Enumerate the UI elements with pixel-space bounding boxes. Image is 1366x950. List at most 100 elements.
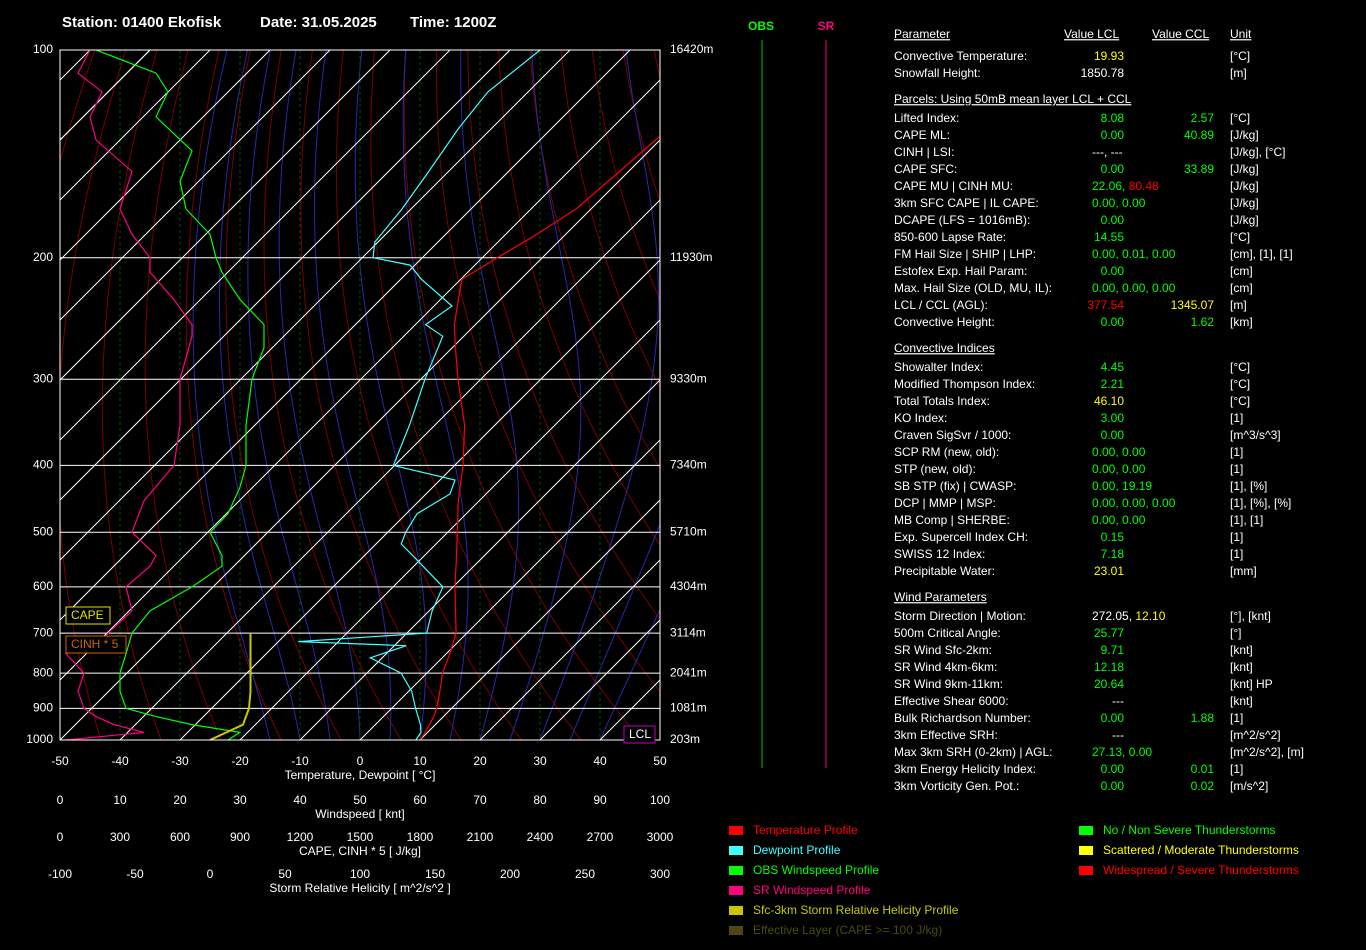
parameter-name: SWISS 12 Index: (894, 547, 985, 561)
parameter-name: DCP | MMP | MSP: (894, 496, 996, 510)
cinh-label: CINH * 5 (71, 637, 119, 651)
moist-adiabat (509, 50, 582, 740)
temperature-tick-label: 20 (473, 754, 487, 768)
value-part: 0.00 (1101, 162, 1125, 176)
parameter-name: Modified Thompson Index: (894, 377, 1035, 391)
moist-adiabat (599, 608, 660, 740)
lcl-label: LCL (629, 727, 651, 741)
parameter-unit: [1], [%] (1230, 479, 1267, 493)
value-part: 0.00, 0.00, 0.00 (1092, 281, 1176, 295)
table-value: 12.18 (1094, 660, 1124, 674)
temperature-tick-label: 50 (653, 754, 667, 768)
legend-swatch (729, 826, 743, 835)
isotherm (239, 319, 660, 740)
parameter-unit: [m] (1230, 298, 1247, 312)
srh-tick-label: 250 (575, 867, 595, 881)
srh-tick-label: 0 (207, 867, 214, 881)
value-part: 27.13, 0.00 (1092, 745, 1152, 759)
parameter-name: CAPE MU | CINH MU: (894, 179, 1013, 193)
value-part: 0.00 (1101, 315, 1125, 329)
parameter-unit: [cm], [1], [1] (1230, 247, 1293, 261)
cape-label: CAPE (71, 608, 104, 622)
dry-adiabat (144, 50, 222, 740)
lcl-box (623, 725, 656, 744)
table-value: 0.01 (1191, 762, 1215, 776)
cape-tick-label: 3000 (647, 830, 674, 844)
dry-adiabat (996, 50, 1366, 740)
cape-tick-label: 2100 (467, 830, 494, 844)
parameter-unit: [mm] (1230, 564, 1257, 578)
moist-adiabat (402, 50, 469, 740)
date: Date: 31.05.2025 (260, 14, 377, 31)
value-part: ---, --- (1092, 145, 1123, 159)
parameter-unit: [km] (1230, 315, 1253, 329)
value-part: 2.57 (1191, 111, 1215, 125)
parameter-unit: [knt] (1230, 643, 1253, 657)
table-header: Parameter (894, 27, 950, 41)
value-part: 22.06, (1092, 179, 1129, 193)
height-label: 9330m (670, 371, 707, 385)
value-part: 14.55 (1094, 230, 1124, 244)
legend-label: Effective Layer (CAPE >= 100 J/kg) (753, 923, 942, 937)
isotherm (119, 199, 660, 740)
legend-label: SR Windspeed Profile (753, 883, 871, 897)
legend-swatch (729, 886, 743, 895)
dry-adiabat (529, 50, 660, 470)
table-header: Value LCL (1064, 27, 1119, 41)
parameter-unit: [knt] (1230, 694, 1253, 708)
isotherm (539, 619, 660, 740)
profile-line (209, 633, 252, 740)
table-value: 0.00 (1101, 315, 1125, 329)
value-part: 0.00 (1101, 779, 1125, 793)
y-tick-label: 700 (33, 625, 53, 639)
value-part: 0.00, 0.01, 0.00 (1092, 247, 1176, 261)
table-value: 14.55 (1094, 230, 1124, 244)
table-value: 0.00 (1101, 762, 1125, 776)
y-tick-label: 300 (33, 371, 53, 385)
profile-line (419, 135, 660, 740)
table-value: 0.00, 0.00 (1092, 462, 1146, 476)
windspeed-tick-label: 100 (650, 793, 670, 807)
isotherm (359, 439, 660, 740)
section-title: Convective Indices (894, 341, 995, 355)
parameter-name: Precipitable Water: (894, 564, 995, 578)
parameter-name: CAPE SFC: (894, 162, 957, 176)
temperature-tick-label: -20 (231, 754, 249, 768)
srh-tick-label: 150 (425, 867, 445, 881)
table-value: 1.88 (1191, 711, 1215, 725)
table-value: --- (1112, 728, 1124, 742)
cape-tick-label: 2700 (587, 830, 614, 844)
windspeed-tick-label: 80 (533, 793, 547, 807)
value-part: 0.00 (1101, 264, 1125, 278)
parameter-unit: [°C] (1230, 111, 1250, 125)
value-part: 0.00 (1101, 213, 1125, 227)
value-part: 0.00 (1101, 128, 1125, 142)
parameter-name: Lifted Index: (894, 111, 959, 125)
parameter-unit: [1] (1230, 762, 1243, 776)
parameter-unit: [J/kg] (1230, 179, 1259, 193)
value-part: 12.10 (1135, 609, 1165, 623)
temperature-tick-label: -10 (291, 754, 309, 768)
isotherm (60, 50, 511, 501)
dry-adiabat (1027, 50, 1366, 740)
value-part: 23.01 (1094, 564, 1124, 578)
moist-adiabat (314, 50, 392, 740)
storm-key-label: Widespread / Severe Thunderstorms (1103, 863, 1299, 877)
value-part: 0.00, 0.00, 0.00 (1092, 496, 1176, 510)
dry-adiabat (747, 50, 1301, 740)
cape-tick-label: 600 (170, 830, 190, 844)
dry-adiabat (60, 50, 127, 740)
storm-key-label: No / Non Severe Thunderstorms (1103, 823, 1276, 837)
value-part: 0.01 (1191, 762, 1215, 776)
table-value: 377.54 (1087, 298, 1124, 312)
table-value: 0.00, 0.00 (1092, 513, 1146, 527)
srh-tick-label: 100 (350, 867, 370, 881)
value-part: 0.00, 0.00 (1092, 513, 1146, 527)
srh-tick-label: -50 (126, 867, 144, 881)
legend-label: Dewpoint Profile (753, 843, 841, 857)
value-part: 8.08 (1101, 111, 1125, 125)
legend-swatch (729, 906, 743, 915)
windspeed-tick-label: 0 (57, 793, 64, 807)
